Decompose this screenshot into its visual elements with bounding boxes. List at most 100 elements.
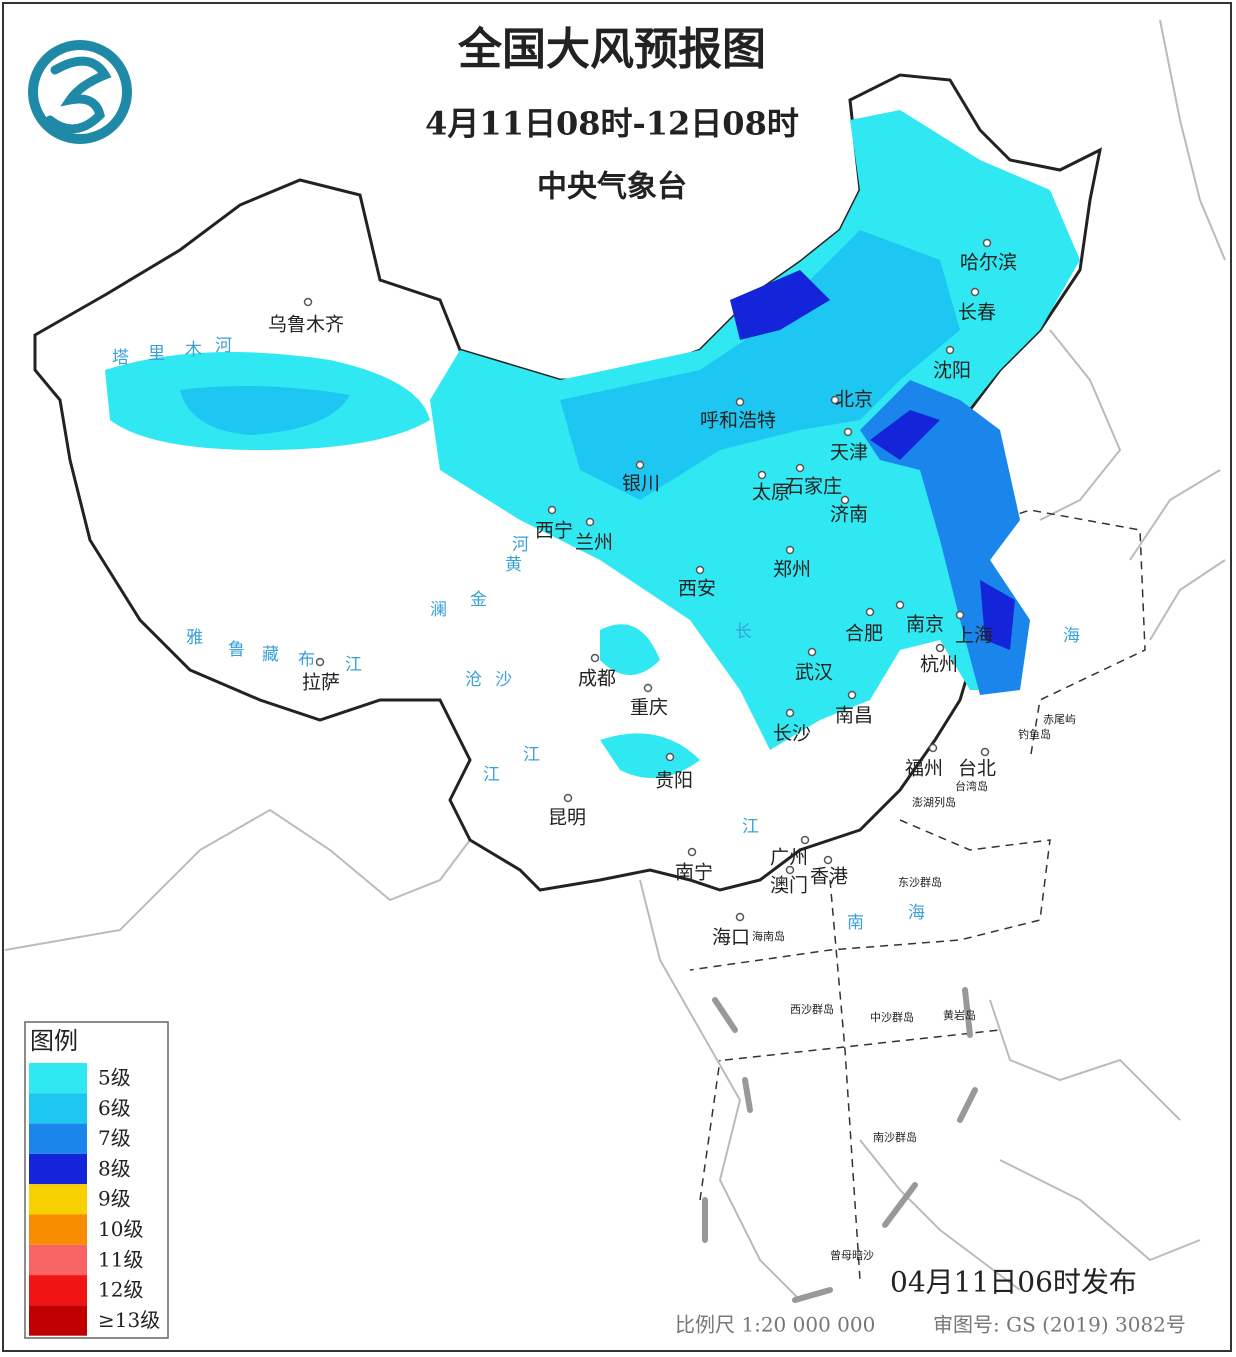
island-label: 东沙群岛 (898, 875, 942, 889)
legend-swatch (29, 1184, 87, 1215)
city-label: 呼和浩特 (700, 410, 776, 432)
city-marker (970, 287, 980, 297)
approval-number: 审图号: GS (2019) 3082号 (933, 1313, 1186, 1337)
city-label: 香港 (810, 866, 848, 888)
city-label: 郑州 (773, 559, 811, 581)
city-marker (865, 607, 875, 617)
island-label: 西沙群岛 (790, 1002, 834, 1016)
island-label: 黄岩岛 (943, 1008, 976, 1022)
city-marker (840, 495, 850, 505)
city-label: 福州 (905, 758, 943, 780)
water-label: 江 (483, 765, 500, 785)
water-label: 河 (512, 535, 529, 555)
city-marker (585, 517, 595, 527)
dash-segment (702, 987, 978, 1303)
city-marker (823, 855, 833, 865)
nine-dash-line (702, 987, 978, 1303)
city-label: 武汉 (795, 662, 833, 684)
water-label: 南 (847, 913, 864, 933)
island-label: 中沙群岛 (870, 1010, 914, 1024)
water-label: 长 (735, 622, 752, 642)
city-marker (895, 600, 905, 610)
city-label: 南昌 (835, 705, 873, 727)
water-label: 藏 (262, 645, 279, 665)
city-marker (785, 865, 795, 875)
legend-label: 11级 (98, 1247, 143, 1271)
city-label: 济南 (830, 504, 868, 526)
water-label: 木 (185, 340, 202, 360)
wind-areas (105, 110, 1080, 778)
forecast-period: 4月11日08时-12日08时 (425, 105, 799, 143)
city-marker (843, 427, 853, 437)
legend-label: 7级 (98, 1126, 131, 1150)
water-label: 塔 (112, 348, 129, 368)
legend-swatch (29, 1153, 87, 1185)
city-label: 乌鲁木齐 (268, 314, 344, 336)
city-marker (800, 835, 810, 845)
city-label: 西宁 (535, 520, 573, 542)
logo (28, 40, 132, 144)
city-label: 贵阳 (655, 770, 693, 792)
legend-swatch (29, 1214, 87, 1245)
city-marker (785, 545, 795, 555)
legend-label: 9级 (98, 1187, 131, 1211)
city-label: 银川 (622, 473, 660, 495)
water-label: 海 (1063, 626, 1080, 646)
philippines-coast (989, 999, 1201, 1262)
water-label: 江 (742, 817, 759, 837)
city-marker (315, 657, 325, 667)
border-line (4, 808, 471, 951)
city-marker (687, 847, 697, 857)
borneo-coast (859, 1139, 1021, 1291)
japan-coast (1129, 469, 1226, 641)
city-label: 天津 (830, 442, 868, 464)
island-label: 台湾岛 (955, 779, 988, 793)
city-marker (955, 610, 965, 620)
island-label: 海南岛 (752, 929, 785, 943)
water-label: 里 (148, 344, 165, 364)
city-label: 拉萨 (302, 672, 340, 694)
legend-label: 6级 (98, 1096, 131, 1120)
map-title: 全国大风预报图 (457, 24, 766, 75)
maritime-lines (689, 509, 1146, 1281)
city-marker (980, 747, 990, 757)
city-marker (643, 683, 653, 693)
city-label: 长春 (958, 302, 996, 324)
city-label: 太原 (752, 482, 790, 504)
city-marker (547, 505, 557, 515)
city-label: 哈尔滨 (960, 252, 1017, 274)
legend-title: 图例 (30, 1027, 78, 1055)
russia-coast (1159, 19, 1226, 261)
legend-label: ≥13级 (98, 1308, 160, 1332)
agency: 中央气象台 (537, 170, 687, 205)
water-label: 布 (298, 650, 315, 670)
dashed-line (699, 879, 1001, 1281)
city-label: 南宁 (675, 862, 713, 884)
island-label: 赤尾屿 (1043, 713, 1076, 726)
city-marker (635, 460, 645, 470)
city-marker (735, 397, 745, 407)
dashed-line (939, 509, 1146, 761)
water-label: 雅 (186, 628, 203, 648)
city-label: 昆明 (548, 807, 586, 829)
city-marker (945, 345, 955, 355)
city-marker (303, 297, 313, 307)
city-marker (735, 912, 745, 922)
city-label: 沈阳 (933, 360, 971, 382)
water-label: 澜 (430, 600, 447, 620)
water-label: 海 (908, 903, 925, 923)
city-marker (807, 647, 817, 657)
wind-area (560, 230, 960, 500)
water-label: 鲁 (228, 640, 245, 660)
legend-label: 5级 (98, 1066, 131, 1090)
korea-coast (1039, 329, 1122, 521)
legend-swatch (29, 1305, 87, 1336)
coast-line (639, 879, 801, 1301)
wind-area (180, 386, 350, 435)
water-label: 金 (470, 590, 487, 610)
city-marker (665, 752, 675, 762)
logo-mark (45, 56, 112, 134)
island-label: 南沙群岛 (873, 1130, 917, 1144)
city-marker (563, 793, 573, 803)
